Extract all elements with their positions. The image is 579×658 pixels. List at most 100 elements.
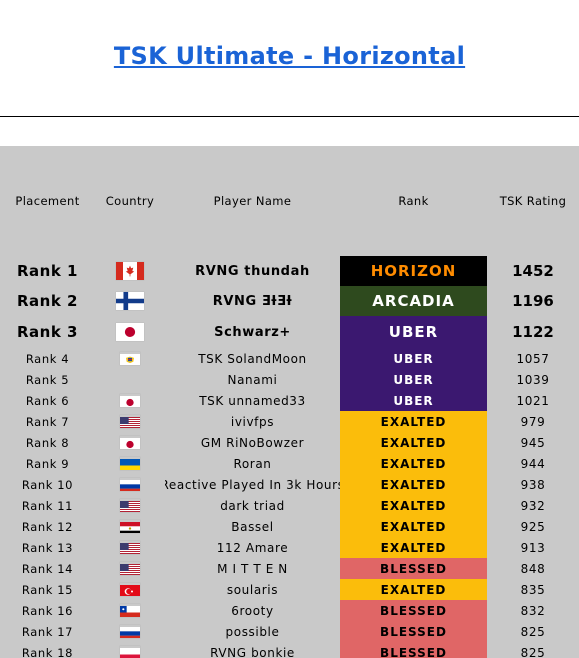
table-row[interactable]: Rank 11 dark triad EXALTED 932: [0, 495, 579, 516]
tsk-rating-cell: 825: [520, 624, 546, 639]
rank-badge: UBER: [340, 348, 487, 369]
placement-cell: Rank 7: [25, 414, 70, 429]
title-divider: [0, 116, 579, 117]
rank-badge: EXALTED: [340, 516, 487, 537]
placement-cell: Rank 18: [21, 645, 74, 658]
country-cell: [95, 390, 165, 411]
tsk-rating-cell: 938: [520, 477, 546, 492]
player-name-cell: GM RiNoBowzer: [200, 435, 305, 450]
tsk-rating-cell: 848: [520, 561, 546, 576]
rank-badge: BLESSED: [340, 621, 487, 642]
title-area: TSK Ultimate - Horizontal: [0, 0, 579, 117]
poland-flag: [120, 646, 140, 658]
usa-flag: [120, 415, 140, 428]
table-header: Placement Country Player Name Rank TSK R…: [0, 146, 579, 256]
rank-badge: BLESSED: [340, 558, 487, 579]
placement-cell: Rank 12: [21, 519, 74, 534]
player-name-cell: Schwarz+: [214, 324, 291, 340]
rank-badge: UBER: [340, 316, 487, 348]
rank-badge: BLESSED: [340, 642, 487, 658]
player-name-cell: RVNG thundah: [195, 263, 310, 279]
table-row[interactable]: Rank 8 GM RiNoBowzer EXALTED 945: [0, 432, 579, 453]
country-cell: [95, 579, 165, 600]
placement-cell: Rank 2: [17, 292, 78, 310]
player-name-cell: ivivfps: [230, 414, 275, 429]
player-name-cell: possible: [225, 624, 280, 639]
tsk-rating-cell: 1196: [512, 292, 554, 310]
table-row[interactable]: Rank 7 ivivfps EXALTED 979: [0, 411, 579, 432]
russia-flag: [120, 478, 140, 491]
tsk-rating-cell: 1452: [512, 262, 554, 280]
tsk-rating-cell: 1039: [516, 372, 550, 387]
country-cell: [95, 600, 165, 621]
table-row[interactable]: Rank 1 RVNG thundah HORIZON 1452: [0, 256, 579, 286]
placement-cell: Rank 10: [21, 477, 74, 492]
japan-flag: [116, 323, 144, 341]
table-row[interactable]: Rank 10 Reactive Played In 3k Hours EXALTE…: [0, 474, 579, 495]
rank-badge: UBER: [340, 390, 487, 411]
ukraine-flag: [120, 457, 140, 470]
placement-cell: Rank 8: [25, 435, 70, 450]
table-row[interactable]: Rank 5 Nanami UBER 1039: [0, 369, 579, 390]
country-cell: [95, 537, 165, 558]
egypt-flag: [120, 520, 140, 533]
table-row[interactable]: Rank 18 RVNG bonkie BLESSED 825: [0, 642, 579, 658]
leaderboard-table: Placement Country Player Name Rank TSK R…: [0, 146, 579, 658]
rank-badge: BLESSED: [340, 600, 487, 621]
header-country[interactable]: Country: [105, 194, 155, 208]
table-row[interactable]: Rank 3 Schwarz+ UBER 1122: [0, 316, 579, 348]
tsk-rating-cell: 944: [520, 456, 546, 471]
japan-flag: [120, 394, 140, 407]
table-row[interactable]: Rank 6 TSK unnamed33 UBER 1021: [0, 390, 579, 411]
tsk-rating-cell: 835: [520, 582, 546, 597]
country-cell: [95, 621, 165, 642]
table-row[interactable]: Rank 2 RVNG ƎƗƎƗ ARCADIA 1196: [0, 286, 579, 316]
player-name-cell: 6rooty: [231, 603, 274, 618]
table-row[interactable]: Rank 16 6rooty BLESSED 832: [0, 600, 579, 621]
canada-flag: [116, 262, 144, 280]
table-row[interactable]: Rank 17 possible BLESSED 825: [0, 621, 579, 642]
country-cell: [95, 286, 165, 316]
country-cell: [95, 411, 165, 432]
table-row[interactable]: Rank 14 M I T T E N BLESSED 848: [0, 558, 579, 579]
placement-cell: Rank 6: [25, 393, 70, 408]
usa-flag: [120, 499, 140, 512]
table-row[interactable]: Rank 9 Roran EXALTED 944: [0, 453, 579, 474]
tsk-rating-cell: 1021: [516, 393, 550, 408]
player-name-cell: dark triad: [220, 498, 285, 513]
header-tsk-rating[interactable]: TSK Rating: [499, 194, 567, 208]
header-placement[interactable]: Placement: [15, 194, 80, 208]
rank-badge: EXALTED: [340, 537, 487, 558]
rank-badge: EXALTED: [340, 432, 487, 453]
table-row[interactable]: Rank 15 soularis EXALTED 835: [0, 579, 579, 600]
placement-cell: Rank 5: [25, 372, 70, 387]
table-row[interactable]: Rank 4 TSK SolandMoon UBER 1057: [0, 348, 579, 369]
header-rank[interactable]: Rank: [398, 194, 429, 208]
country-cell: [95, 348, 165, 369]
turkey-flag: [120, 583, 140, 596]
placement-cell: Rank 16: [21, 603, 74, 618]
country-cell: [95, 432, 165, 453]
rank-badge: EXALTED: [340, 453, 487, 474]
player-name-cell: Nanami: [227, 372, 278, 387]
rank-badge: EXALTED: [340, 474, 487, 495]
player-name-cell: Bassel: [231, 519, 274, 534]
finland-flag: [116, 292, 144, 310]
tsk-rating-cell: 979: [520, 414, 546, 429]
placement-cell: Rank 17: [21, 624, 74, 639]
rank-badge: EXALTED: [340, 495, 487, 516]
table-row[interactable]: Rank 12 Bassel EXALTED 925: [0, 516, 579, 537]
table-row[interactable]: Rank 13 112 Amare EXALTED 913: [0, 537, 579, 558]
page-title[interactable]: TSK Ultimate - Horizontal: [113, 42, 466, 70]
country-cell: [95, 474, 165, 495]
placement-cell: Rank 4: [25, 351, 70, 366]
chile-flag: [120, 604, 140, 617]
rank-badge: EXALTED: [340, 411, 487, 432]
player-name-cell: Roran: [233, 456, 272, 471]
tsk-rating-cell: 925: [520, 519, 546, 534]
usa-flag: [120, 541, 140, 554]
tsk-rating-cell: 945: [520, 435, 546, 450]
rank-badge: UBER: [340, 369, 487, 390]
header-player-name[interactable]: Player Name: [213, 194, 292, 208]
placement-cell: Rank 9: [25, 456, 70, 471]
